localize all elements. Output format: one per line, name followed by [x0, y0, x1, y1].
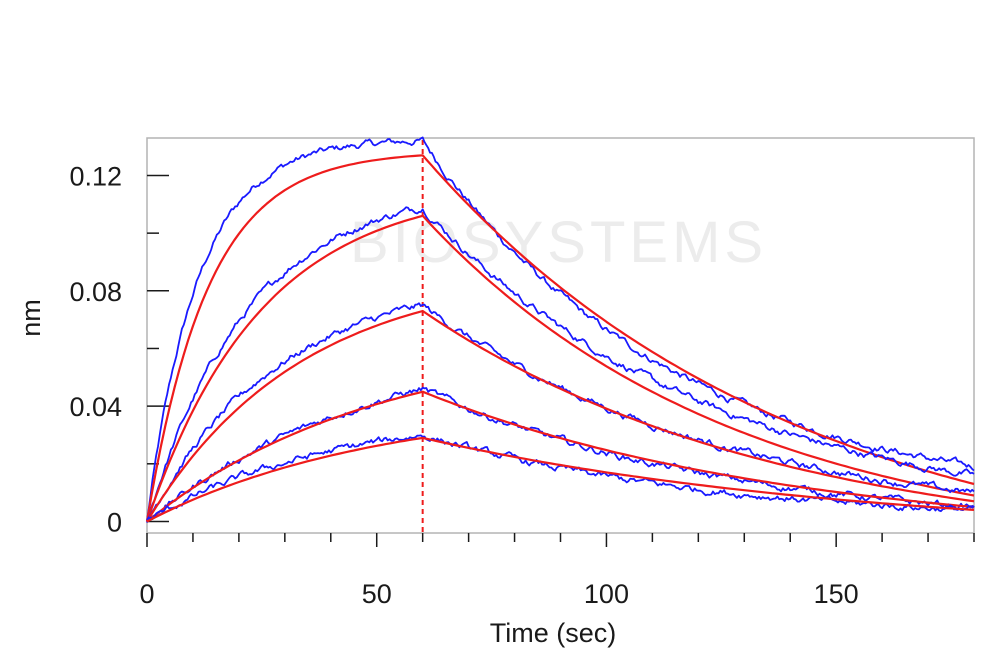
y-tick-label: 0: [107, 507, 122, 537]
measured-1-curve: [146, 136, 975, 521]
series-layer: [145, 136, 975, 533]
measured-5-curve: [146, 434, 975, 521]
fit-2-curve: [145, 214, 975, 522]
fit-4-curve: [146, 390, 975, 523]
watermark-text: BIOSYSTEMS: [350, 210, 767, 275]
y-tick-label: 0.04: [69, 392, 122, 422]
x-tick-label: 50: [362, 579, 392, 609]
y-tick-label: 0.12: [69, 161, 122, 191]
measured-4-curve: [146, 386, 975, 521]
x-axis-title: Time (sec): [490, 618, 617, 648]
fit-3-curve: [146, 309, 975, 523]
y-tick-label: 0.08: [69, 277, 122, 307]
tick-labels: 0 50 100 150 0 0.04 0.08 0.12: [69, 161, 858, 609]
y-axis-title: nm: [16, 299, 46, 337]
axis-ticks: [146, 174, 975, 547]
x-tick-label: 100: [584, 579, 629, 609]
fit-5-curve: [146, 436, 975, 523]
measured-2-curve: [146, 206, 975, 523]
x-tick-label: 150: [814, 579, 859, 609]
x-tick-label: 0: [139, 579, 154, 609]
fit-1-curve: [145, 154, 975, 522]
